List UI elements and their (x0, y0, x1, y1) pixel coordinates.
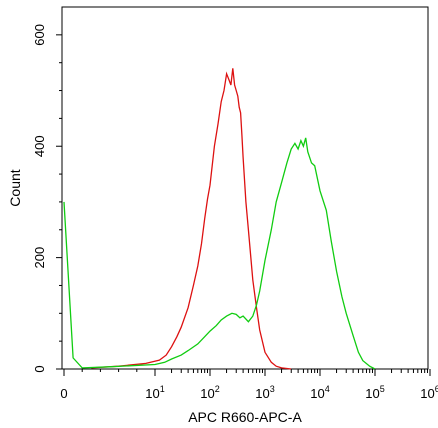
y-tick-label: 200 (32, 247, 47, 269)
x-tick-label: 102 (200, 384, 219, 401)
x-tick-label: 103 (255, 384, 274, 401)
series-line-1 (91, 68, 292, 370)
y-tick-label: 0 (32, 365, 47, 372)
x-tick-label: 106 (420, 384, 438, 401)
series-line-2 (63, 137, 376, 370)
y-axis-title: Count (7, 169, 23, 206)
x-axis: 0 101 102 103 104 105 106 (60, 369, 438, 401)
y-tick-label: 400 (32, 135, 47, 157)
x-tick-label: 104 (310, 384, 329, 401)
series-group (63, 68, 376, 370)
plot-frame (61, 6, 429, 370)
x-tick-label: 0 (60, 386, 67, 401)
y-axis: 0 200 400 600 (32, 24, 62, 373)
x-axis-title: APC R660-APC-A (188, 409, 302, 425)
x-tick-label: 101 (145, 384, 164, 401)
y-tick-label: 600 (32, 24, 47, 46)
x-tick-label: 105 (365, 384, 384, 401)
